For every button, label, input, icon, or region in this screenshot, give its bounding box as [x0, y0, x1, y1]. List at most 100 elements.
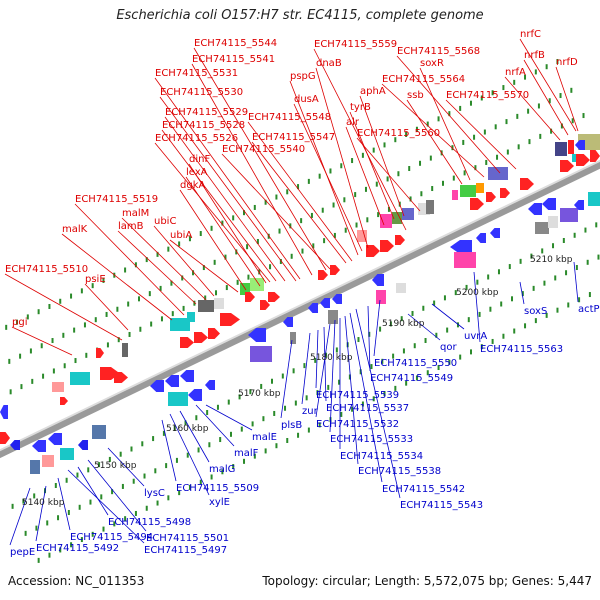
forward-gene-label: nrfD	[556, 57, 578, 68]
gene-feature	[380, 240, 394, 252]
gene-feature	[220, 313, 240, 326]
gene-feature	[245, 292, 255, 302]
forward-gene-label: ECH74115_5519	[75, 194, 158, 205]
forward-gene-label: ssb	[407, 90, 424, 101]
gene-feature	[380, 214, 392, 228]
gene-feature	[500, 188, 510, 198]
gene-feature	[187, 312, 195, 322]
forward-gene-label: dnaB	[316, 58, 342, 69]
label-leaders	[4, 38, 579, 546]
gene-features	[0, 134, 600, 474]
forward-gene-label: ECH74115_5528	[162, 120, 245, 131]
scale-label: 5210 kbp	[530, 255, 573, 265]
gene-feature	[214, 298, 224, 309]
gene-feature	[114, 372, 128, 383]
gene-feature	[48, 433, 62, 445]
forward-gene-label: soxR	[420, 58, 444, 69]
genome-backbone	[0, 159, 600, 459]
gene-feature	[476, 233, 486, 243]
gene-feature	[188, 389, 202, 401]
gene-feature	[575, 140, 585, 150]
reverse-gene-label: ECH74115_5501	[146, 533, 229, 544]
gene-feature	[320, 298, 330, 308]
gene-feature	[576, 154, 590, 166]
gene-feature	[150, 380, 164, 392]
gene-feature	[0, 405, 8, 419]
gene-feature	[452, 190, 458, 200]
scale-label: 5200 kbp	[456, 288, 499, 298]
forward-gene-label: ECH74115_5547	[252, 132, 335, 143]
gene-feature	[450, 240, 472, 254]
reverse-gene-label: ECH74115_5538	[358, 466, 441, 477]
forward-gene-label: ECH74115_5559	[314, 39, 397, 50]
gene-feature	[560, 208, 578, 222]
gene-feature	[10, 440, 20, 450]
gene-feature	[535, 222, 549, 234]
reverse-gene-label: actP	[578, 304, 600, 315]
scale-label: 5180 kbp	[310, 353, 353, 363]
forward-gene-label: lexA	[186, 167, 208, 178]
forward-gene-label: ECH74115_5564	[382, 74, 465, 85]
gene-feature	[574, 200, 584, 210]
gene-feature	[180, 337, 194, 348]
gene-feature	[283, 317, 293, 327]
gene-feature	[308, 303, 318, 313]
forward-gene-label: ECH74115_5570	[446, 90, 529, 101]
gene-feature	[332, 294, 342, 304]
scale-label: 5190 kbp	[382, 319, 425, 329]
gene-feature	[590, 150, 600, 162]
reverse-gene-label: malG	[209, 464, 235, 475]
reverse-gene-label: ECH74115_5543	[400, 500, 483, 511]
gene-feature	[290, 332, 296, 344]
gene-feature	[490, 228, 500, 238]
reverse-gene-label: ECH74115_5509	[176, 483, 259, 494]
gene-feature	[555, 142, 567, 156]
gene-feature	[260, 300, 270, 310]
gene-feature	[194, 332, 208, 343]
gene-feature	[318, 270, 328, 280]
reverse-gene-label: zur	[302, 406, 319, 417]
reverse-gene-label: ECH74115_5497	[144, 545, 227, 556]
gene-feature	[70, 372, 90, 385]
gene-feature	[78, 440, 88, 450]
reverse-gene-label: ECH74115_5532	[316, 419, 399, 430]
gene-feature	[268, 292, 280, 302]
forward-gene-label: pspG	[290, 71, 316, 82]
reverse-gene-label: ECH74115_5494	[70, 532, 153, 543]
gene-feature	[60, 448, 74, 460]
gene-feature	[42, 455, 54, 467]
forward-gene-label: malM	[122, 208, 149, 219]
reverse-gene-label: ECH74115_5549	[370, 373, 453, 384]
forward-gene-label: ECH74115_5560	[357, 128, 440, 139]
forward-gene-label: ubiA	[170, 230, 192, 241]
gene-feature	[396, 283, 406, 293]
gene-feature	[248, 328, 266, 342]
gene-feature	[372, 274, 384, 286]
gene-feature	[486, 192, 496, 202]
gene-feature	[328, 310, 338, 324]
gene-track-dots	[5, 59, 600, 563]
gene-feature	[460, 185, 476, 197]
gene-feature	[528, 203, 542, 215]
gene-feature	[180, 370, 194, 382]
gene-feature	[122, 343, 128, 357]
reverse-gene-label: ECH74115_5498	[108, 517, 191, 528]
gene-feature	[205, 380, 215, 390]
forward-gene-label: malK	[62, 224, 88, 235]
forward-gene-label: pgi	[12, 317, 27, 328]
gene-feature	[470, 198, 484, 210]
reverse-gene-label: lysC	[144, 488, 165, 499]
reverse-gene-label: ECH74115_5539	[316, 390, 399, 401]
forward-gene-label: dgkA	[180, 180, 205, 191]
gene-feature	[542, 198, 556, 210]
gene-feature	[60, 397, 68, 405]
gene-feature	[52, 382, 64, 392]
gene-feature	[208, 328, 220, 339]
gene-feature	[454, 252, 476, 268]
forward-gene-label: tyrB	[350, 102, 371, 113]
reverse-gene-label: plsB	[281, 420, 302, 431]
gene-feature	[330, 265, 340, 275]
forward-gene-label: dinF	[189, 154, 210, 165]
